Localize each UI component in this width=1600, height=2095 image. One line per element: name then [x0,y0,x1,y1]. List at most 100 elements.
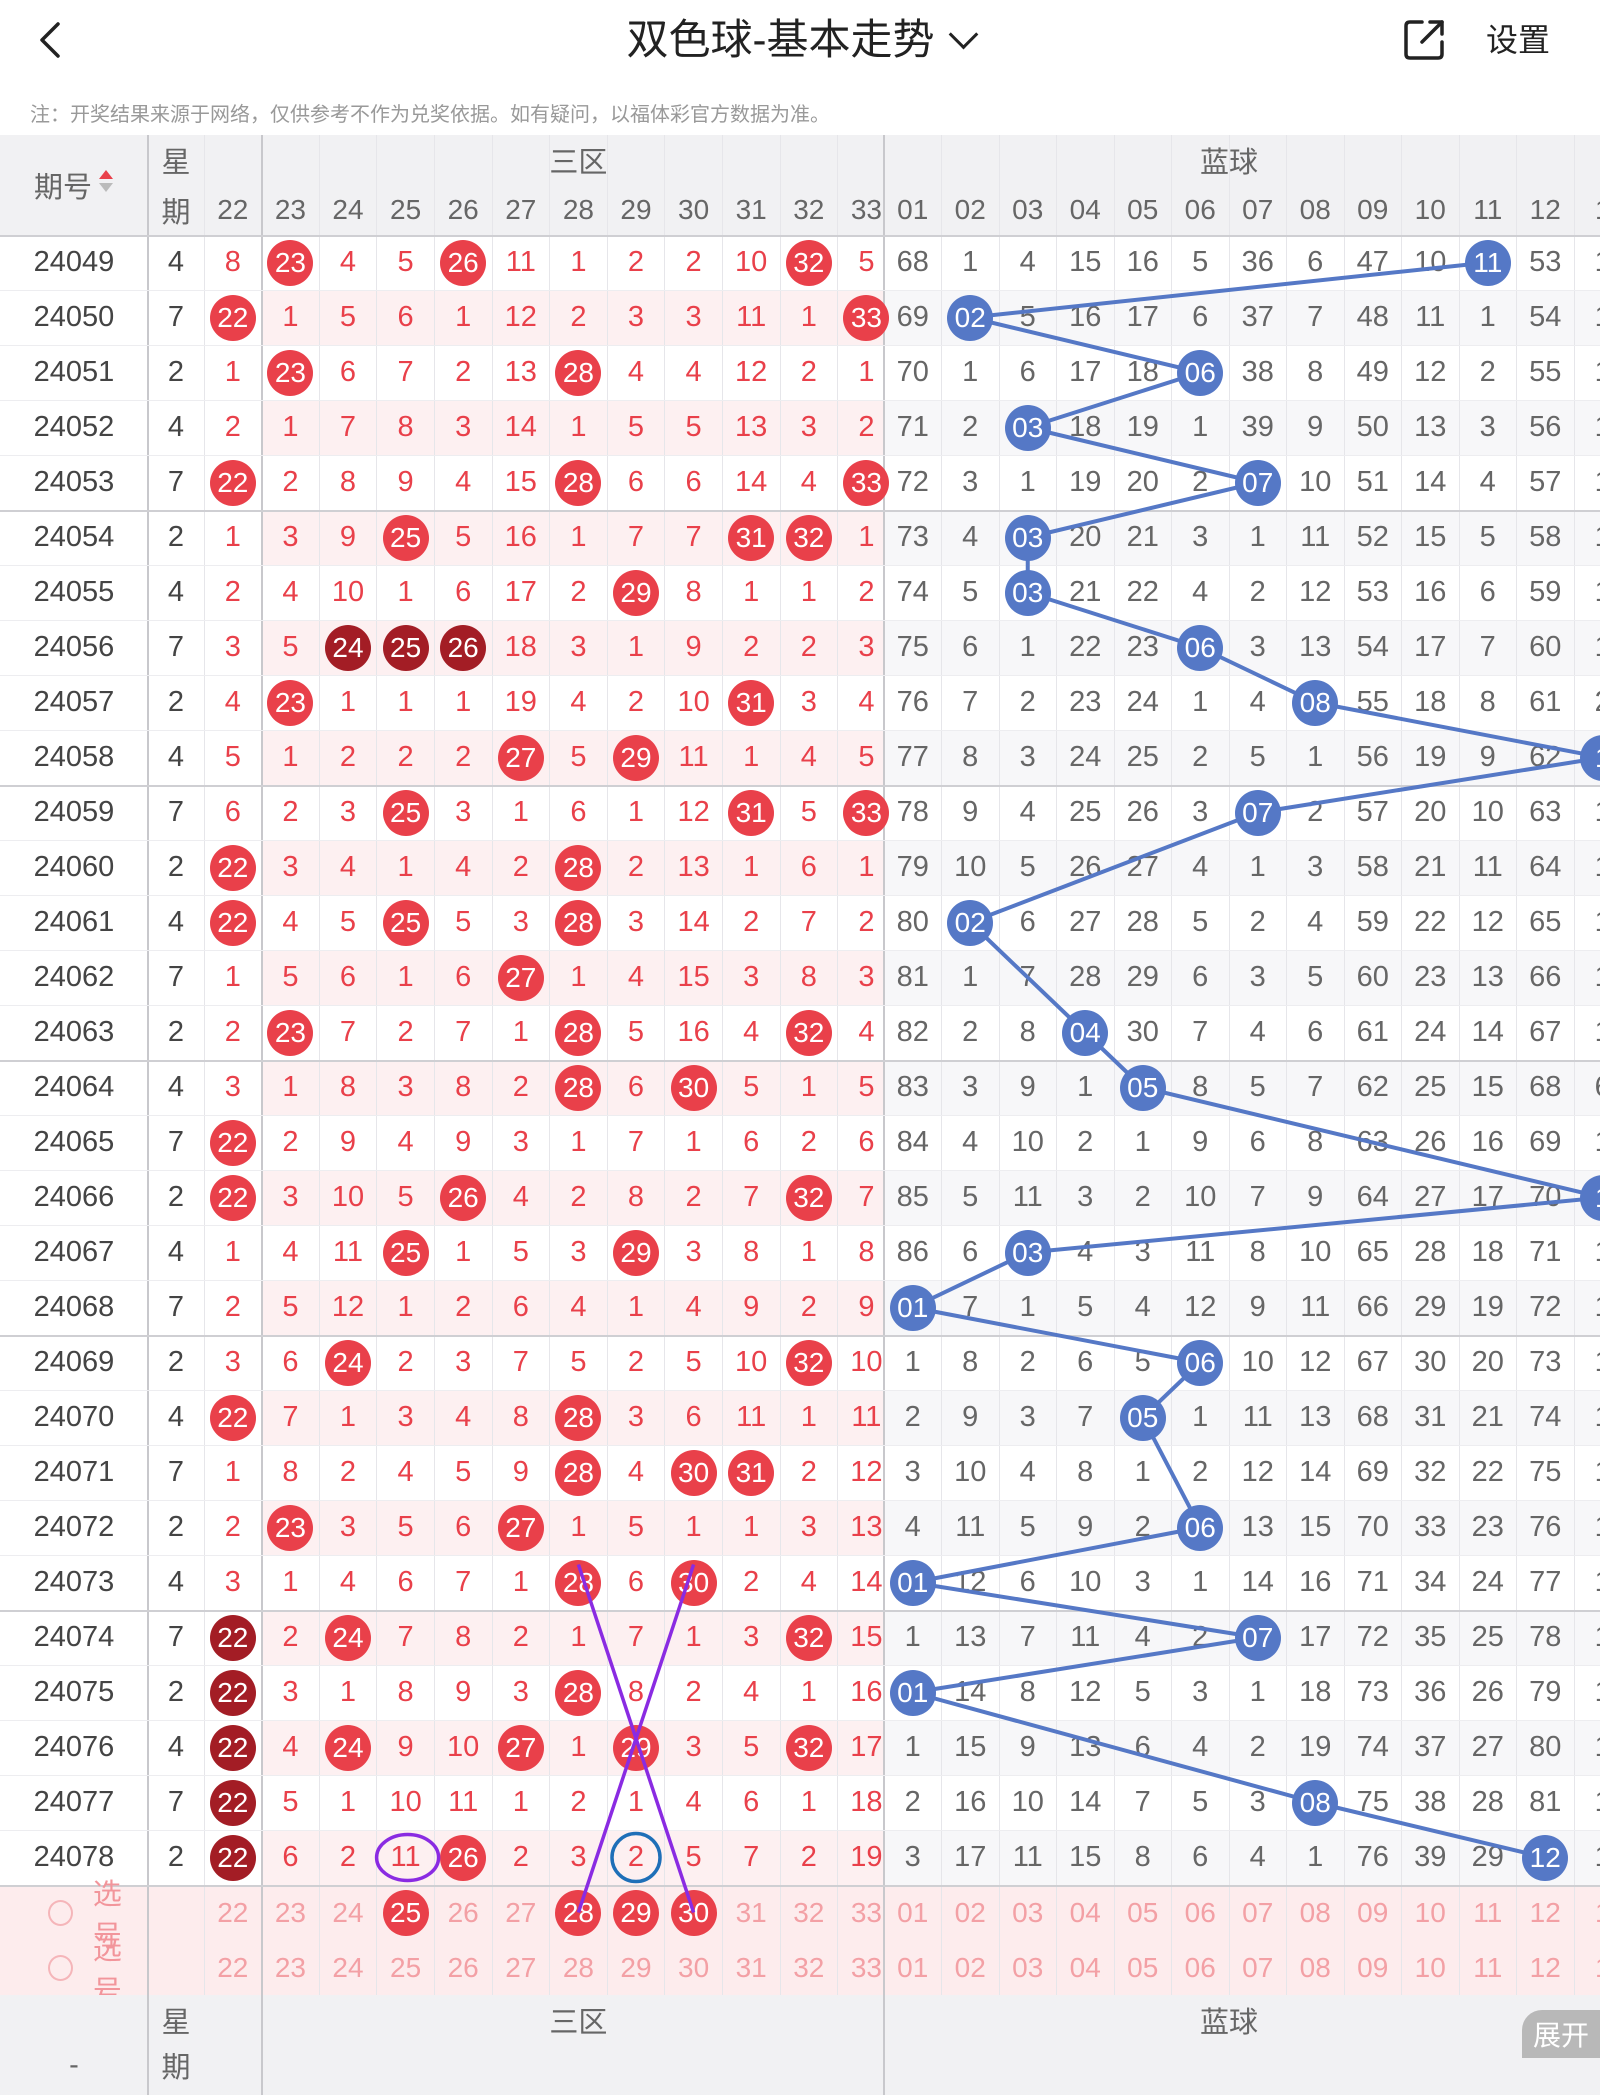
select-number[interactable]: 02 [954,1896,986,1928]
blue-column-header: 1 [1574,185,1600,235]
select-number[interactable]: 22 [217,1951,249,1983]
select-number[interactable]: 11 [1473,1896,1503,1928]
select-number[interactable]: 25 [390,1951,422,1983]
select-number[interactable]: 31 [735,1951,767,1983]
select-number[interactable]: 09 [1357,1951,1389,1983]
select-number[interactable]: 09 [1357,1896,1389,1928]
select-number[interactable]: 23 [274,1896,306,1928]
select-number[interactable]: 30 [678,1951,710,1983]
select-number[interactable]: 03 [1012,1896,1044,1928]
share-icon[interactable] [1400,16,1448,64]
select-number[interactable]: 28 [562,1951,594,1983]
red-cell: 4 [455,466,472,498]
select-number[interactable]: 05 [1127,1896,1159,1928]
select-number[interactable]: 30 [665,1885,723,1940]
blue-cell: 22 [1471,1456,1504,1488]
blue-cell: 6 [1192,301,1209,333]
blue-cell: 2 [1574,675,1600,730]
grid-line [147,1995,149,2095]
select-number[interactable]: 07 [1242,1896,1274,1928]
blue-cell: 1 [1574,1775,1600,1830]
blue-cell: 26 [1069,851,1102,883]
select-number[interactable]: 11 [1473,1951,1503,1983]
select-number[interactable]: 04 [1069,1896,1101,1928]
picked-ball[interactable]: 29 [612,1889,659,1936]
select-number[interactable]: 03 [1012,1951,1044,1983]
select-number[interactable]: 29 [620,1951,652,1983]
select-number[interactable]: 28 [550,1885,608,1940]
red-cell: 4 [570,686,587,718]
select-number[interactable]: 05 [1127,1951,1159,1983]
radio-icon[interactable] [48,1954,73,1981]
select-number[interactable]: 24 [332,1896,364,1928]
select-number[interactable]: 32 [793,1896,825,1928]
red-column-header: 27 [492,185,550,235]
select-number[interactable]: 32 [793,1951,825,1983]
blue-cell: 10 [1011,1126,1044,1158]
select-number[interactable]: 08 [1299,1896,1331,1928]
red-cell: 1 [397,576,414,608]
blue-cell: 30 [1414,1346,1447,1378]
blue-cell: 65 [1356,1236,1389,1268]
select-number[interactable]: 04 [1069,1951,1101,1983]
select-row-label[interactable]: 选号 [0,1934,148,2008]
blue-ball: 11 [1464,239,1511,286]
back-arrow-icon[interactable] [30,18,74,62]
select-number[interactable]: 26 [447,1951,479,1983]
select-number[interactable]: 27 [505,1896,537,1928]
select-number[interactable]: 02 [954,1951,986,1983]
select-number[interactable]: 10 [1414,1951,1446,1983]
red-cell: 22 [204,1170,262,1225]
select-number[interactable]: 29 [607,1885,665,1940]
select-number[interactable]: 25 [377,1885,435,1940]
select-number[interactable]: 10 [1414,1896,1446,1928]
settings-button[interactable]: 设置 [1486,22,1551,58]
blue-cell: 74 [1356,1731,1389,1763]
week-cell: 4 [167,246,185,278]
red-cell: 3 [743,1621,760,1653]
period-header[interactable]: 期号 [0,135,148,235]
grid-line [0,235,1600,237]
select-number[interactable]: 23 [274,1951,306,1983]
select-number[interactable]: 1 [1574,1940,1600,1995]
select-number[interactable]: 33 [850,1896,882,1928]
select-number[interactable]: 26 [447,1896,479,1928]
select-number[interactable]: 12 [1529,1896,1561,1928]
red-cell: 1 [800,1401,817,1433]
picked-ball[interactable]: 28 [555,1889,602,1936]
select-number[interactable]: 24 [332,1951,364,1983]
page-title[interactable]: 双色球-基本走势 [0,14,1600,66]
sort-icon[interactable] [98,168,114,202]
blue-cell: 76 [896,686,929,718]
select-number[interactable]: 06 [1184,1951,1216,1983]
blue-cell: 61 [1356,1016,1389,1048]
blue-cell: 1 [962,246,979,278]
red-cell: 8 [397,1676,414,1708]
blue-cell: 55 [1356,686,1389,718]
red-ball: 22 [209,1724,256,1771]
blue-cell: 15 [1471,1071,1504,1103]
red-cell: 10 [447,1731,480,1763]
blue-cell: 50 [1356,411,1389,443]
select-number[interactable]: 31 [735,1896,767,1928]
red-ball: 28 [555,1559,602,1606]
radio-icon[interactable] [48,1899,73,1926]
red-cell: 27 [492,1720,550,1775]
week-cell: 2 [167,1841,185,1873]
expand-button[interactable]: 展开 [1522,2010,1600,2058]
select-number[interactable]: 12 [1529,1951,1561,1983]
select-number[interactable]: 01 [897,1951,929,1983]
select-number[interactable]: 06 [1184,1896,1216,1928]
select-number[interactable]: 27 [505,1951,537,1983]
picked-ball[interactable]: 30 [670,1889,717,1936]
select-number[interactable]: 33 [850,1951,882,1983]
red-cell: 7 [455,1016,472,1048]
select-number[interactable]: 01 [897,1896,929,1928]
select-number[interactable]: 22 [217,1896,249,1928]
select-row-label[interactable]: 选号 [0,1879,148,1953]
select-number[interactable]: 08 [1299,1951,1331,1983]
red-ball: 32 [785,1724,832,1771]
select-number[interactable]: 07 [1242,1951,1274,1983]
picked-ball[interactable]: 25 [382,1889,429,1936]
select-number[interactable]: 1 [1574,1885,1600,1940]
